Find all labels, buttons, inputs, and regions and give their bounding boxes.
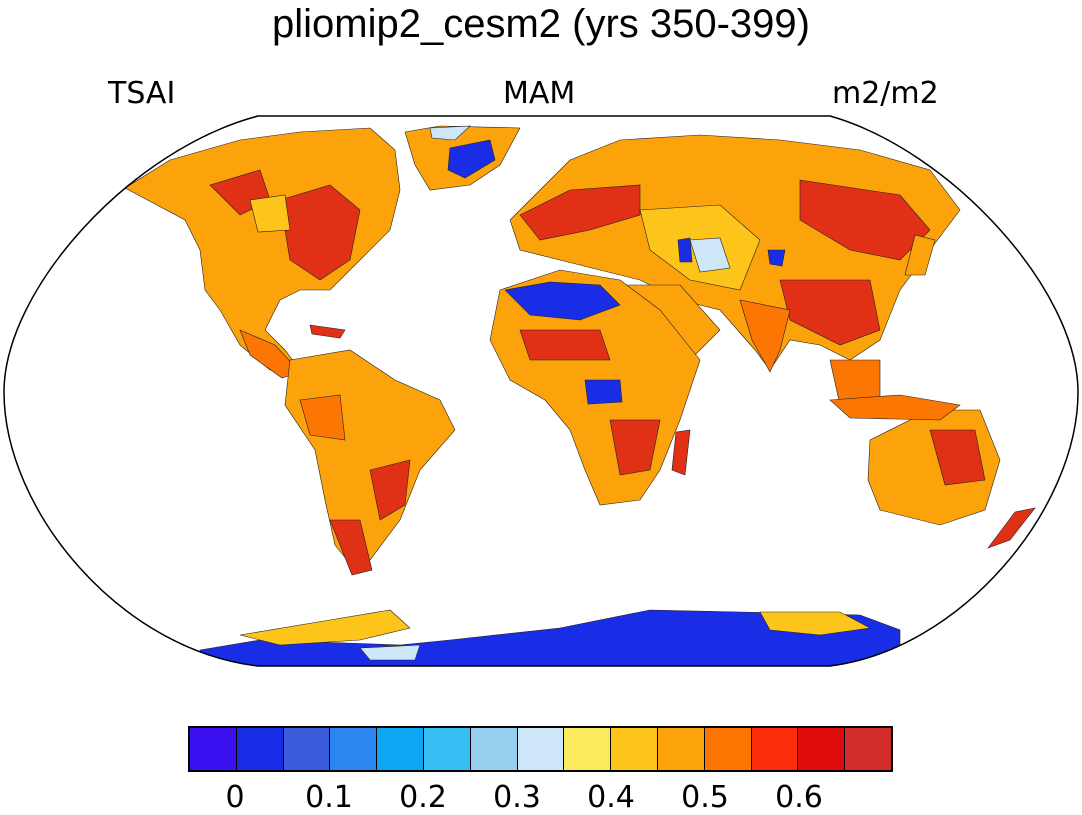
colorbar-cell bbox=[330, 728, 378, 770]
south-america-mid bbox=[299, 394, 346, 441]
mongolia-blue bbox=[767, 249, 786, 267]
antarctica-ice bbox=[199, 609, 901, 666]
north-america-region bbox=[124, 127, 401, 371]
caribbean bbox=[309, 324, 346, 339]
india bbox=[739, 299, 791, 373]
patagonia bbox=[329, 519, 373, 576]
greenland-ice bbox=[447, 139, 496, 179]
colorbar-tick-label: 0.3 bbox=[493, 780, 541, 815]
colorbar-cell bbox=[751, 728, 799, 770]
colorbar-cell bbox=[564, 728, 612, 770]
world-map bbox=[3, 115, 1079, 667]
caspian-blue bbox=[677, 237, 693, 263]
colorbar-tick-label: 0.2 bbox=[399, 780, 447, 815]
colorbar-tick-label: 0.4 bbox=[587, 780, 635, 815]
southern-africa-high bbox=[609, 419, 661, 476]
antarctica-pale bbox=[359, 644, 421, 661]
east-antarctica-light bbox=[759, 611, 871, 636]
australia-high bbox=[929, 429, 986, 486]
colorbar-tick-label: 0.1 bbox=[305, 780, 353, 815]
units-label: m2/m2 bbox=[832, 76, 939, 111]
colorbar-tick-label: 0.5 bbox=[681, 780, 729, 815]
colorbar-cell bbox=[704, 728, 752, 770]
south-america-region bbox=[284, 349, 456, 571]
europe-high bbox=[519, 184, 641, 241]
japan bbox=[904, 234, 936, 276]
colorbar-cell bbox=[470, 728, 518, 770]
sahara-blue bbox=[504, 281, 621, 321]
greenland-pale bbox=[429, 125, 471, 141]
congo-blue bbox=[584, 379, 623, 405]
colorbar bbox=[188, 726, 893, 772]
colorbar-tick-label: 0.6 bbox=[775, 780, 823, 815]
colorbar-cell bbox=[657, 728, 705, 770]
north-america-high bbox=[279, 184, 361, 281]
antarctic-peninsula bbox=[239, 609, 411, 646]
map-title: pliomip2_cesm2 (yrs 350-399) bbox=[271, 2, 810, 46]
globe-outline bbox=[3, 115, 1079, 667]
indonesia bbox=[829, 394, 961, 421]
variable-label: TSAI bbox=[108, 76, 176, 111]
colorbar-cell bbox=[845, 728, 891, 770]
new-zealand bbox=[987, 507, 1036, 549]
colorbar-cell bbox=[798, 728, 846, 770]
colorbar-cell bbox=[423, 728, 471, 770]
colorbar-cell bbox=[377, 728, 424, 770]
colorbar-cell bbox=[611, 728, 658, 770]
colorbar-cell bbox=[283, 728, 331, 770]
colorbar-cell bbox=[190, 728, 237, 770]
season-label: MAM bbox=[503, 76, 576, 111]
colorbar-tick-label: 0 bbox=[225, 780, 245, 815]
colorbar-cell bbox=[517, 728, 565, 770]
canada-light bbox=[249, 194, 291, 233]
siberia-high bbox=[799, 179, 931, 261]
sahel-high bbox=[519, 329, 611, 361]
colorbar-cell bbox=[236, 728, 284, 770]
south-america-high bbox=[369, 459, 411, 521]
central-asia-pale bbox=[689, 237, 731, 273]
madagascar bbox=[671, 429, 691, 476]
